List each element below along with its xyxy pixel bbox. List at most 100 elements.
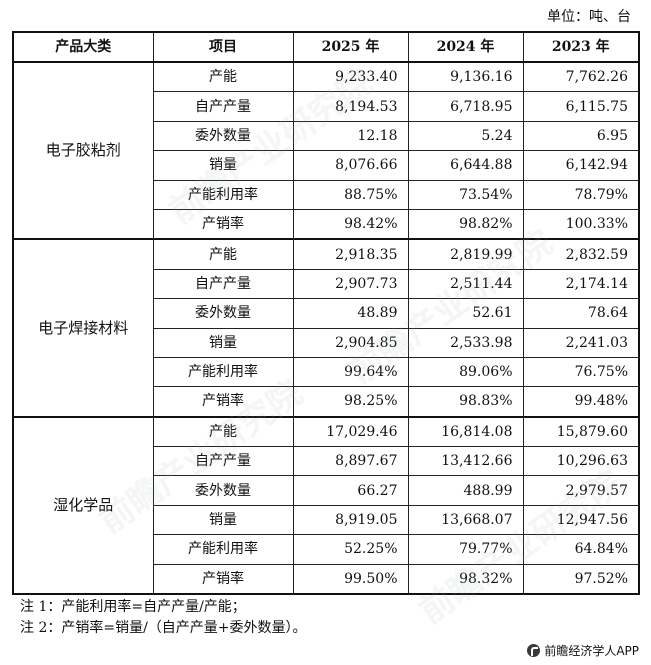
value-cell-2024: 2,819.99	[407, 238, 524, 270]
value-cell-2025: 9,233.40	[292, 61, 409, 93]
header-2023: 2023 年	[522, 31, 640, 63]
category-cell: 湿化学品	[12, 416, 154, 595]
item-cell: 销量	[152, 327, 294, 358]
value-cell-2024: 488.99	[407, 475, 524, 506]
brand-tag: 前瞻经济学人APP	[527, 642, 639, 659]
table-row: 产销率 99.50% 98.32% 97.52%	[13, 563, 640, 595]
value-cell-2024: 52.61	[407, 298, 524, 329]
table-row: 产能利用率 52.25% 79.77% 64.84%	[13, 534, 640, 565]
value-cell-2024: 13,412.66	[407, 446, 524, 477]
item-cell: 产能利用率	[152, 356, 294, 388]
footnote-1: 注 1：产能利用率=自产产量/产能；	[20, 599, 246, 615]
value-cell-2024: 98.83%	[407, 386, 524, 418]
value-cell-2023: 12,947.56	[522, 504, 640, 536]
header-category: 产品大类	[12, 31, 154, 63]
value-cell-2025: 8,897.67	[292, 446, 409, 477]
value-cell-2025: 2,907.73	[292, 268, 409, 300]
value-cell-2025: 98.25%	[292, 386, 409, 418]
table-row: 销量 8,919.05 13,668.07 12,947.56	[13, 504, 640, 536]
item-cell: 销量	[152, 150, 294, 181]
value-cell-2024: 6,718.95	[407, 91, 524, 122]
table-row: 产销率 98.42% 98.82% 100.33%	[13, 208, 640, 240]
table-row: 销量 8,076.66 6,644.88 6,142.94	[13, 150, 640, 181]
header-item: 项目	[152, 31, 294, 63]
value-cell-2023: 64.84%	[522, 534, 640, 565]
unit-label: 单位：吨、台	[547, 9, 631, 25]
item-cell: 自产产量	[152, 446, 294, 477]
qianzhan-logo-icon	[527, 644, 541, 657]
value-cell-2025: 8,919.05	[292, 504, 409, 536]
header-2025: 2025 年	[292, 31, 409, 63]
table-row: 委外数量 66.27 488.99 2,979.57	[13, 475, 640, 506]
item-cell: 产销率	[152, 563, 294, 595]
item-cell: 自产产量	[152, 268, 294, 300]
value-cell-2025: 88.75%	[292, 179, 409, 210]
item-cell: 销量	[152, 504, 294, 536]
category-cell: 电子胶粘剂	[12, 61, 154, 240]
item-cell: 产能	[152, 238, 294, 270]
value-cell-2024: 2,533.98	[407, 327, 524, 358]
value-cell-2025: 2,904.85	[292, 327, 409, 358]
category-cell: 电子焊接材料	[12, 238, 154, 418]
item-cell: 自产产量	[152, 91, 294, 122]
item-cell: 委外数量	[152, 475, 294, 506]
production-sales-table: 产品大类 项目 2025 年 2024 年 2023 年 电子胶粘剂 产能 9,23…	[12, 31, 640, 596]
value-cell-2024: 98.32%	[407, 563, 524, 595]
value-cell-2025: 52.25%	[292, 534, 409, 565]
item-cell: 产能	[152, 416, 294, 448]
value-cell-2024: 79.77%	[407, 534, 524, 565]
value-cell-2023: 6,115.75	[522, 91, 640, 122]
item-cell: 产销率	[152, 386, 294, 418]
table-row: 电子胶粘剂 产能 9,233.40 9,136.16 7,762.26	[12, 61, 640, 240]
value-cell-2023: 78.64	[522, 298, 640, 329]
item-cell: 产销率	[152, 208, 294, 240]
table-row: 销量 2,904.85 2,533.98 2,241.03	[13, 327, 640, 358]
value-cell-2025: 8,194.53	[292, 91, 409, 122]
value-cell-2023: 100.33%	[522, 208, 640, 240]
value-cell-2025: 99.50%	[292, 563, 409, 595]
table-row: 自产产量 8,897.67 13,412.66 10,296.63	[13, 446, 640, 477]
value-cell-2025: 99.64%	[292, 356, 409, 388]
value-cell-2024: 2,511.44	[407, 268, 524, 300]
table-row: 产能利用率 88.75% 73.54% 78.79%	[13, 179, 640, 210]
footnotes: 注 1：产能利用率=自产产量/产能； 注 2：产销率=销量/（自产产量+委外数量…	[20, 597, 307, 639]
table-row: 自产产量 2,907.73 2,511.44 2,174.14	[13, 268, 640, 300]
header-2024: 2024 年	[407, 31, 524, 63]
item-cell: 委外数量	[152, 120, 294, 152]
table-row: 委外数量 48.89 52.61 78.64	[13, 298, 640, 329]
value-cell-2025: 66.27	[292, 475, 409, 506]
value-cell-2025: 17,029.46	[292, 416, 409, 448]
table-header: 产品大类 项目 2025 年 2024 年 2023 年	[12, 31, 640, 63]
value-cell-2023: 6.95	[522, 120, 640, 152]
group-wet-chemicals: 湿化学品 产能 17,029.46 16,814.08 15,879.60 自产产量 8,8…	[12, 416, 640, 595]
value-cell-2023: 2,979.57	[522, 475, 640, 506]
value-cell-2023: 76.75%	[522, 356, 640, 388]
value-cell-2023: 7,762.26	[522, 61, 640, 93]
value-cell-2023: 2,241.03	[522, 327, 640, 358]
value-cell-2023: 6,142.94	[522, 150, 640, 181]
brand-text: 前瞻经济学人APP	[544, 644, 639, 658]
value-cell-2025: 48.89	[292, 298, 409, 329]
item-cell: 产能利用率	[152, 179, 294, 210]
group-electronic-adhesive: 电子胶粘剂 产能 9,233.40 9,136.16 7,762.26 自产产量 8,194…	[12, 61, 640, 240]
table-row: 湿化学品 产能 17,029.46 16,814.08 15,879.60	[12, 416, 640, 595]
value-cell-2024: 16,814.08	[407, 416, 524, 448]
value-cell-2024: 13,668.07	[407, 504, 524, 536]
value-cell-2025: 12.18	[292, 120, 409, 152]
value-cell-2025: 2,918.35	[292, 238, 409, 270]
item-cell: 产能	[152, 61, 294, 93]
value-cell-2023: 78.79%	[522, 179, 640, 210]
value-cell-2023: 2,832.59	[522, 238, 640, 270]
value-cell-2024: 9,136.16	[407, 61, 524, 93]
table-row: 电子焊接材料 产能 2,918.35 2,819.99 2,832.59	[12, 238, 640, 418]
value-cell-2024: 89.06%	[407, 356, 524, 388]
value-cell-2024: 5.24	[407, 120, 524, 152]
value-cell-2023: 10,296.63	[522, 446, 640, 477]
table-row: 委外数量 12.18 5.24 6.95	[13, 120, 640, 152]
value-cell-2024: 73.54%	[407, 179, 524, 210]
table-row: 产能利用率 99.64% 89.06% 76.75%	[13, 356, 640, 388]
table-row: 自产产量 8,194.53 6,718.95 6,115.75	[13, 91, 640, 122]
value-cell-2025: 98.42%	[292, 208, 409, 240]
value-cell-2025: 8,076.66	[292, 150, 409, 181]
value-cell-2023: 97.52%	[522, 563, 640, 595]
